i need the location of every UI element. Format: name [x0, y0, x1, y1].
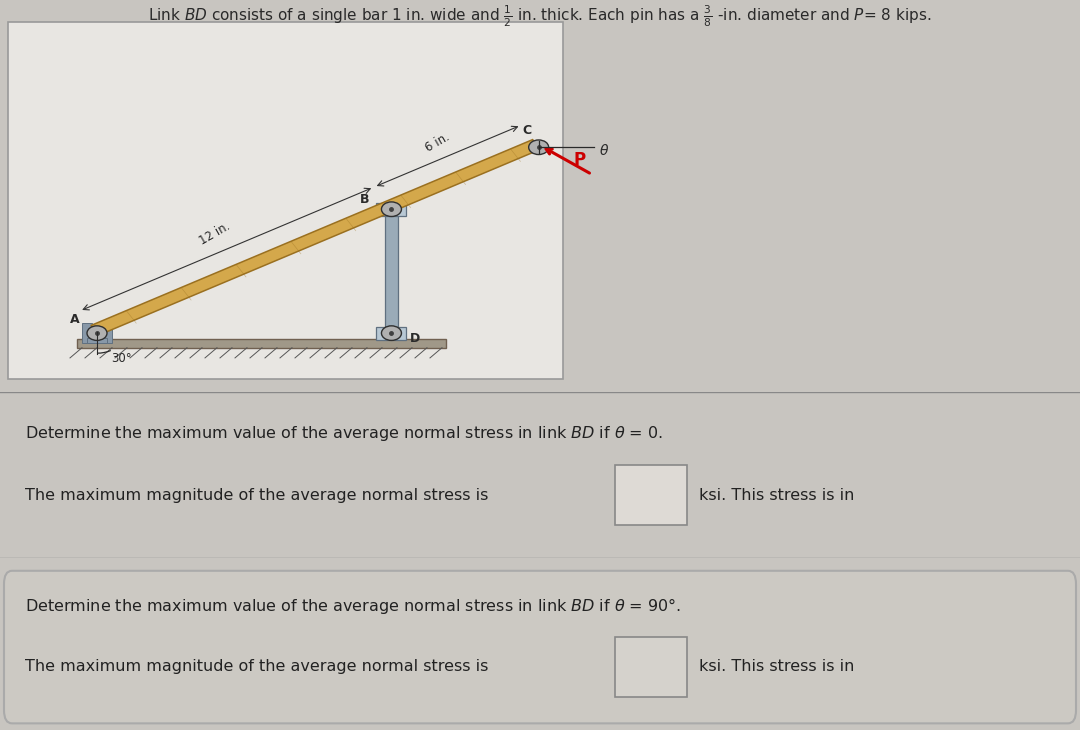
Text: 6 in.: 6 in. [423, 131, 453, 155]
Bar [82, 323, 92, 343]
Text: D: D [409, 332, 420, 345]
Bar [77, 339, 446, 347]
Text: ksi. This stress is in: ksi. This stress is in [699, 488, 854, 503]
FancyBboxPatch shape [615, 465, 687, 525]
Text: 12 in.: 12 in. [197, 220, 232, 247]
Text: A: A [70, 313, 80, 326]
Text: The maximum magnitude of the average normal stress is: The maximum magnitude of the average nor… [25, 659, 488, 675]
FancyBboxPatch shape [615, 637, 687, 697]
FancyBboxPatch shape [8, 22, 563, 379]
Text: C: C [522, 124, 531, 137]
Polygon shape [91, 139, 540, 335]
Text: 30°: 30° [111, 352, 132, 365]
Text: Link $BD$ consists of a single bar 1 in. wide and $\frac{1}{2}$ in. thick. Each : Link $BD$ consists of a single bar 1 in.… [148, 3, 932, 28]
Circle shape [381, 326, 402, 340]
Bar [377, 203, 406, 216]
Text: $\theta$: $\theta$ [598, 142, 609, 158]
Circle shape [529, 140, 549, 155]
Text: ksi. This stress is in: ksi. This stress is in [699, 659, 854, 675]
FancyBboxPatch shape [4, 571, 1076, 723]
Text: P: P [573, 150, 586, 169]
Circle shape [87, 326, 107, 340]
Bar [384, 213, 397, 329]
Text: Determine the maximum value of the average normal stress in link $BD$ if $\theta: Determine the maximum value of the avera… [25, 424, 663, 443]
Bar [87, 338, 107, 343]
Text: The maximum magnitude of the average normal stress is: The maximum magnitude of the average nor… [25, 488, 488, 503]
Circle shape [381, 202, 402, 217]
Text: Determine the maximum value of the average normal stress in link $BD$ if $\theta: Determine the maximum value of the avera… [25, 596, 681, 615]
Text: B: B [360, 193, 369, 206]
Bar [377, 326, 406, 339]
Bar [102, 323, 112, 343]
